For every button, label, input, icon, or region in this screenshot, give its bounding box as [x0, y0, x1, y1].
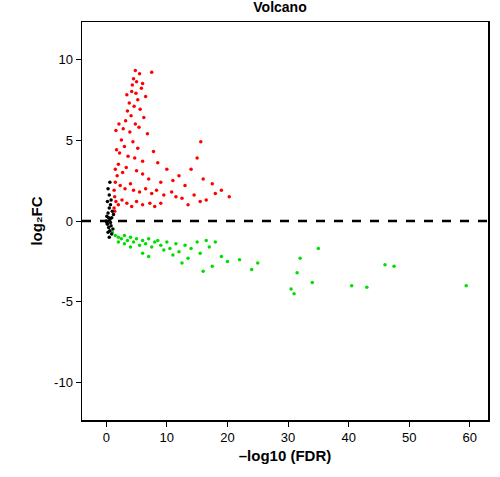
svg-text:10: 10 — [58, 52, 72, 67]
svg-text:10: 10 — [160, 430, 174, 445]
svg-text:30: 30 — [281, 430, 295, 445]
svg-text:5: 5 — [66, 133, 73, 148]
svg-text:20: 20 — [220, 430, 234, 445]
svg-text:50: 50 — [402, 430, 416, 445]
svg-text:Volcano: Volcano — [253, 0, 306, 15]
svg-text:60: 60 — [463, 430, 477, 445]
svg-text:-5: -5 — [61, 294, 73, 309]
svg-text:–log10 (FDR): –log10 (FDR) — [239, 447, 332, 464]
svg-text:40: 40 — [341, 430, 355, 445]
svg-text:0: 0 — [103, 430, 110, 445]
svg-text:-10: -10 — [54, 375, 73, 390]
svg-text:0: 0 — [66, 214, 73, 229]
svg-text:log₂FC: log₂FC — [28, 196, 45, 245]
